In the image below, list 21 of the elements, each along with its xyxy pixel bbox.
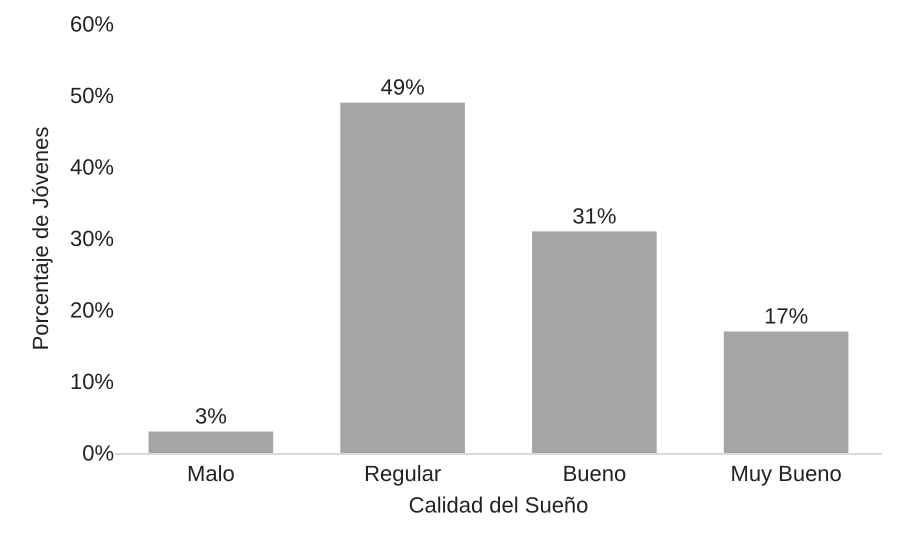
- y-axis-title: Porcentaje de Jóvenes: [28, 126, 53, 350]
- bar: [532, 231, 657, 453]
- data-label: 3%: [194, 404, 227, 429]
- y-tick-label: 50%: [70, 83, 114, 108]
- bar: [724, 331, 848, 453]
- y-tick-label: 30%: [70, 226, 114, 252]
- bar: [340, 102, 465, 453]
- x-tick-label: Malo: [187, 461, 235, 486]
- bar: [148, 432, 274, 453]
- data-label: 49%: [380, 74, 425, 100]
- y-tick-label: 20%: [70, 298, 114, 323]
- x-axis-title: Calidad del Sueño: [408, 492, 588, 518]
- y-tick-label: 10%: [70, 369, 114, 394]
- y-tick-label: 0%: [82, 440, 114, 466]
- data-label: 17%: [764, 303, 808, 328]
- x-tick-label: Muy Bueno: [730, 461, 842, 486]
- y-tick-label: 60%: [70, 12, 114, 37]
- x-tick-label: Regular: [364, 461, 442, 486]
- data-label: 31%: [572, 203, 616, 228]
- y-tick-label: 40%: [70, 154, 114, 180]
- x-tick-label: Bueno: [562, 461, 626, 486]
